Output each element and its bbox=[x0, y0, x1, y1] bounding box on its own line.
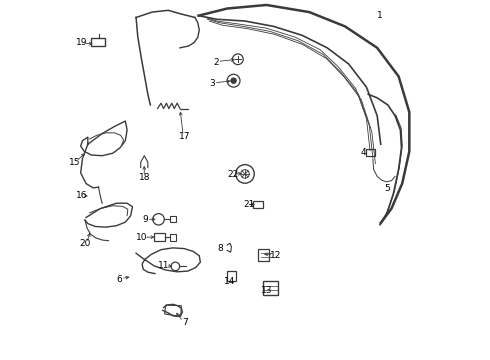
Text: 15: 15 bbox=[69, 158, 80, 167]
Bar bbox=[92, 38, 105, 46]
Text: 20: 20 bbox=[79, 239, 91, 248]
Bar bbox=[227, 271, 236, 281]
Bar bbox=[263, 282, 278, 295]
Text: 2: 2 bbox=[213, 58, 219, 67]
Text: 8: 8 bbox=[218, 244, 223, 253]
Text: 3: 3 bbox=[209, 79, 215, 88]
Text: 22: 22 bbox=[227, 170, 238, 179]
Text: 14: 14 bbox=[224, 277, 236, 286]
Bar bbox=[367, 149, 375, 156]
Text: 1: 1 bbox=[377, 11, 383, 20]
Text: 17: 17 bbox=[179, 132, 191, 141]
Text: 6: 6 bbox=[117, 275, 122, 284]
Text: 21: 21 bbox=[243, 200, 254, 209]
Text: 13: 13 bbox=[261, 285, 273, 294]
Text: 9: 9 bbox=[142, 215, 148, 224]
Circle shape bbox=[231, 78, 237, 84]
Text: 4: 4 bbox=[361, 148, 367, 157]
Bar bbox=[258, 249, 269, 261]
Text: 7: 7 bbox=[182, 318, 188, 327]
Bar bbox=[154, 233, 165, 242]
Text: 11: 11 bbox=[158, 261, 170, 270]
Text: 16: 16 bbox=[75, 190, 87, 199]
Text: 18: 18 bbox=[139, 173, 150, 182]
Bar bbox=[170, 234, 176, 241]
Bar bbox=[170, 216, 176, 222]
Text: 19: 19 bbox=[75, 38, 87, 47]
Text: 5: 5 bbox=[384, 184, 390, 193]
Bar bbox=[252, 201, 263, 208]
Text: 10: 10 bbox=[136, 233, 148, 242]
Text: 12: 12 bbox=[270, 251, 281, 260]
